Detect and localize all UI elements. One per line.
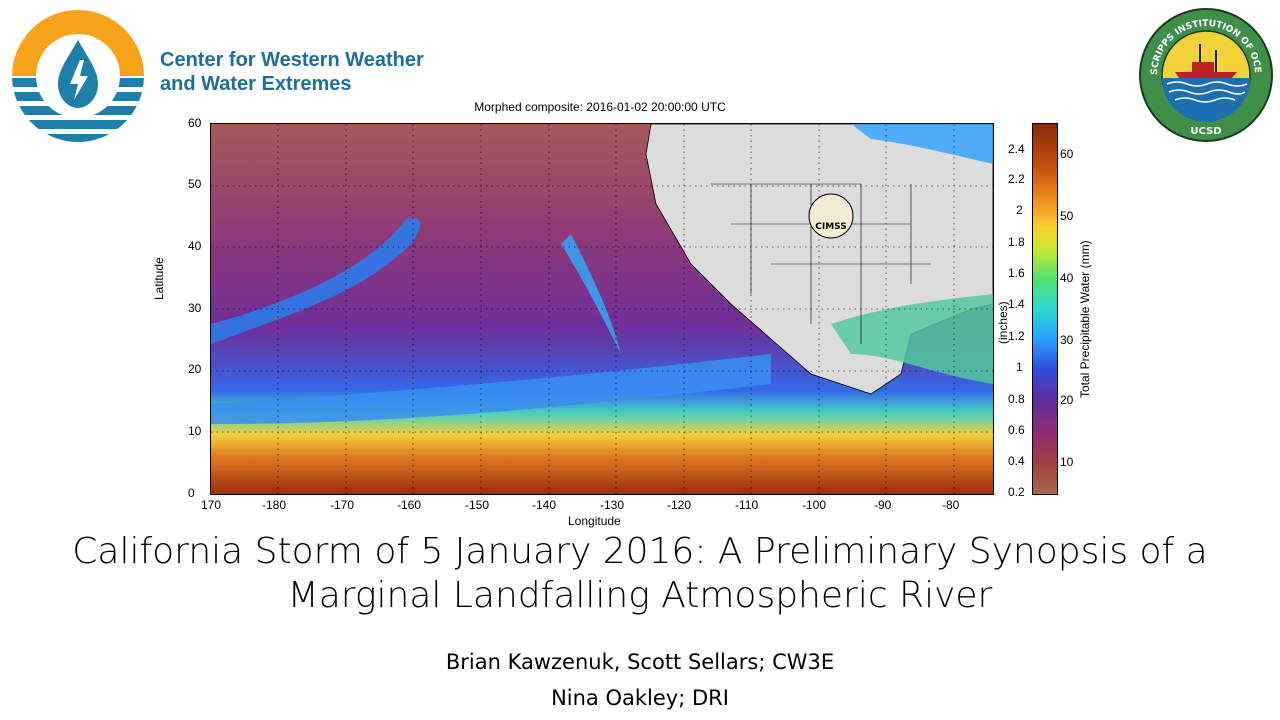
- gulf-moisture: [831, 294, 993, 384]
- y-tick-30: 30: [188, 301, 202, 315]
- author-line1: Brian Kawzenuk, Scott Sellars; CW3E: [445, 650, 835, 674]
- y-tick-0: 0: [188, 486, 195, 500]
- x-tick-minus120: -120: [667, 498, 692, 512]
- cb-in-1: 1: [1016, 360, 1023, 374]
- y-tick-20: 20: [188, 362, 202, 376]
- x-tick-minus150: -150: [465, 498, 490, 512]
- x-tick-minus180: -180: [262, 498, 287, 512]
- slide-title: California Storm of 5 January 2016: A Pr…: [0, 530, 1280, 618]
- x-axis-title: Longitude: [568, 514, 621, 528]
- colorbar: [1032, 123, 1058, 495]
- cb-in-0.8: 0.8: [1008, 392, 1025, 406]
- y-tick-10: 10: [188, 424, 202, 438]
- cimss-watermark-icon: [808, 193, 854, 239]
- moisture-band-south: [211, 354, 771, 424]
- x-tick-minus160: -160: [397, 498, 422, 512]
- cb-mm-40: 40: [1060, 271, 1074, 285]
- y-tick-40: 40: [188, 239, 202, 253]
- x-tick-minus170: -170: [330, 498, 355, 512]
- x-tick-minus80: -80: [942, 498, 960, 512]
- x-tick-minus100: -100: [802, 498, 827, 512]
- hudson-moisture: [851, 124, 993, 164]
- x-tick-minus90: -90: [874, 498, 892, 512]
- cb-mm-50: 50: [1060, 209, 1074, 223]
- y-tick-60: 60: [188, 116, 202, 130]
- x-tick-minus140: -140: [532, 498, 557, 512]
- x-tick-minus110: -110: [735, 498, 759, 512]
- figure-title: Morphed composite: 2016-01-02 20:00:00 U…: [474, 100, 726, 114]
- org-name-line1: Center for Western Weather: [160, 49, 424, 71]
- org-name-line2: and Water Extremes: [160, 73, 352, 95]
- colorbar-mm-title: Total Precipitable Water (mm): [1078, 240, 1092, 398]
- cb-in-2: 2: [1016, 203, 1023, 217]
- moisture-band-east: [561, 234, 621, 354]
- moisture-band-west: [211, 217, 421, 344]
- author-line2: Nina Oakley; DRI: [551, 686, 729, 710]
- cimss-watermark-text: CIMSS: [815, 222, 846, 232]
- scripps-logo: SCRIPPS INSTITUTION OF OCEANOGRAPHY UCSD: [1137, 6, 1273, 142]
- cb-mm-10: 10: [1060, 455, 1074, 469]
- slide-title-line1: California Storm of 5 January 2016: A Pr…: [72, 531, 1208, 572]
- colorbar-inches-title: (inches): [996, 301, 1010, 344]
- cw3e-logo: [12, 10, 144, 142]
- cb-mm-60: 60: [1060, 147, 1074, 161]
- tpw-map-svg: CIMSS: [211, 124, 993, 494]
- x-tick-170: 170: [201, 498, 222, 512]
- cb-in-0.4: 0.4: [1008, 454, 1025, 468]
- cb-mm-20: 20: [1060, 393, 1074, 407]
- cb-in-0.2: 0.2: [1008, 485, 1025, 499]
- org-name: Center for Western Weather and Water Ext…: [160, 48, 424, 96]
- cb-in-1.2: 1.2: [1008, 329, 1025, 343]
- y-axis-title: Latitude: [152, 257, 166, 300]
- cb-in-1.8: 1.8: [1008, 235, 1025, 249]
- x-tick-minus130: -130: [600, 498, 625, 512]
- cb-in-2.2: 2.2: [1008, 172, 1025, 186]
- cb-mm-30: 30: [1060, 333, 1074, 347]
- cb-in-1.4: 1.4: [1008, 297, 1025, 311]
- tpw-map: CIMSS: [210, 123, 994, 495]
- scripps-ucsd-text: UCSD: [1190, 126, 1221, 137]
- cb-in-0.6: 0.6: [1008, 423, 1025, 437]
- slide-title-line2: Marginal Landfalling Atmospheric River: [287, 575, 993, 616]
- cb-in-2.4: 2.4: [1008, 142, 1025, 156]
- cb-in-1.6: 1.6: [1008, 266, 1025, 280]
- y-tick-50: 50: [188, 177, 202, 191]
